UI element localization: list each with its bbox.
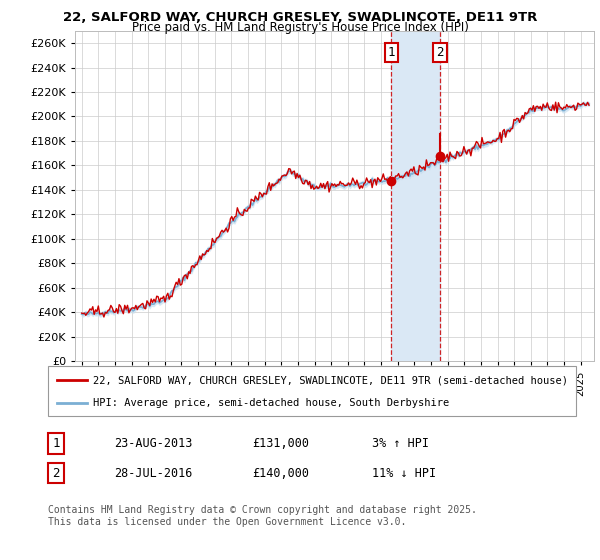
Bar xyxy=(391,31,440,361)
Text: 2: 2 xyxy=(52,466,60,480)
Text: 3% ↑ HPI: 3% ↑ HPI xyxy=(372,437,429,450)
Text: 22, SALFORD WAY, CHURCH GRESLEY, SWADLINCOTE, DE11 9TR: 22, SALFORD WAY, CHURCH GRESLEY, SWADLIN… xyxy=(63,11,537,24)
Text: 28-JUL-2016: 28-JUL-2016 xyxy=(114,466,193,480)
Text: Contains HM Land Registry data © Crown copyright and database right 2025.
This d: Contains HM Land Registry data © Crown c… xyxy=(48,505,477,527)
Text: 22, SALFORD WAY, CHURCH GRESLEY, SWADLINCOTE, DE11 9TR (semi-detached house): 22, SALFORD WAY, CHURCH GRESLEY, SWADLIN… xyxy=(93,375,568,385)
Text: Price paid vs. HM Land Registry's House Price Index (HPI): Price paid vs. HM Land Registry's House … xyxy=(131,21,469,34)
Text: HPI: Average price, semi-detached house, South Derbyshire: HPI: Average price, semi-detached house,… xyxy=(93,398,449,408)
Text: 2: 2 xyxy=(436,46,443,59)
Text: 1: 1 xyxy=(52,437,60,450)
Text: 23-AUG-2013: 23-AUG-2013 xyxy=(114,437,193,450)
Text: £131,000: £131,000 xyxy=(252,437,309,450)
Text: £140,000: £140,000 xyxy=(252,466,309,480)
Text: 1: 1 xyxy=(388,46,395,59)
Text: 11% ↓ HPI: 11% ↓ HPI xyxy=(372,466,436,480)
